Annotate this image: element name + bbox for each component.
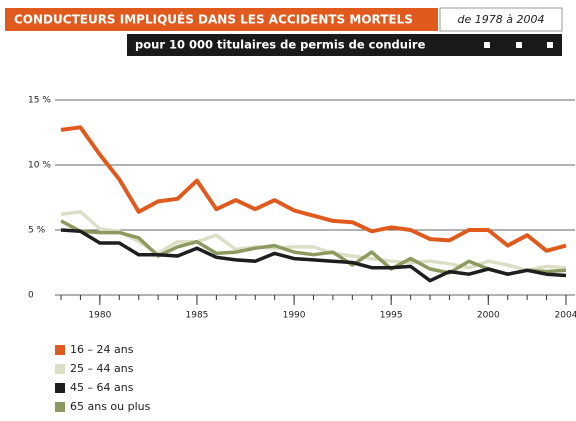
- legend-swatch: [55, 402, 65, 412]
- y-tick-label: 10 %: [28, 161, 51, 171]
- x-tick-label: 1985: [186, 311, 209, 321]
- legend-swatch: [55, 345, 65, 355]
- series-line: [60, 125, 567, 253]
- legend-label: 45 – 64 ans: [70, 381, 134, 394]
- x-tick-label: 2000: [477, 311, 500, 321]
- deco: [547, 42, 553, 48]
- deco: [484, 42, 490, 48]
- x-tick-label: 1995: [380, 311, 403, 321]
- x-tick-label: 1980: [88, 311, 111, 321]
- series-line: [60, 219, 567, 276]
- legend-swatch: [55, 383, 65, 393]
- subtitle-band: [127, 34, 562, 56]
- x-tick-label: 2004: [555, 311, 576, 321]
- x-tick-label: 1990: [283, 311, 306, 321]
- chart-title: CONDUCTEURS IMPLIQUÉS DANS LES ACCIDENTS…: [14, 12, 413, 27]
- deco: [516, 42, 522, 48]
- title-band: [5, 8, 438, 31]
- series-line: [60, 228, 567, 283]
- legend-label: 65 ans ou plus: [70, 400, 151, 413]
- legend-label: 25 – 44 ans: [70, 362, 134, 375]
- legend-swatch: [55, 364, 65, 374]
- legend-label: 16 – 24 ans: [70, 343, 134, 356]
- y-tick-label: 15 %: [28, 96, 51, 106]
- period-box: [439, 7, 563, 32]
- y-tick-label: 5 %: [28, 226, 46, 236]
- y-tick-label: 0: [28, 291, 34, 301]
- subtitle: pour 10 000 titulaires de permis de cond…: [135, 38, 426, 52]
- period: de 1978 à 2004: [458, 13, 545, 26]
